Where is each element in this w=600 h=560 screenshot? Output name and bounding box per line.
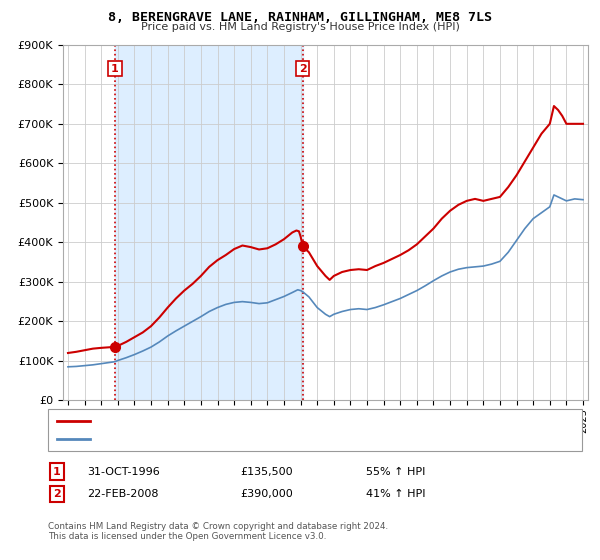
Text: £390,000: £390,000 xyxy=(240,489,293,499)
Text: Price paid vs. HM Land Registry's House Price Index (HPI): Price paid vs. HM Land Registry's House … xyxy=(140,22,460,32)
Text: 41% ↑ HPI: 41% ↑ HPI xyxy=(366,489,425,499)
Text: 55% ↑ HPI: 55% ↑ HPI xyxy=(366,466,425,477)
Bar xyxy=(115,45,303,400)
Text: 22-FEB-2008: 22-FEB-2008 xyxy=(87,489,158,499)
Text: 31-OCT-1996: 31-OCT-1996 xyxy=(87,466,160,477)
Text: 8, BERENGRAVE LANE, RAINHAM, GILLINGHAM, ME8 7LS: 8, BERENGRAVE LANE, RAINHAM, GILLINGHAM,… xyxy=(108,11,492,24)
Text: HPI: Average price, detached house, Medway: HPI: Average price, detached house, Medw… xyxy=(93,435,308,444)
Text: 2: 2 xyxy=(53,489,61,499)
Text: 1: 1 xyxy=(111,63,119,73)
Text: £135,500: £135,500 xyxy=(240,466,293,477)
Text: 2: 2 xyxy=(299,63,307,73)
Text: 8, BERENGRAVE LANE, RAINHAM, GILLINGHAM, ME8 7LS (detached house): 8, BERENGRAVE LANE, RAINHAM, GILLINGHAM,… xyxy=(93,416,445,425)
Text: 1: 1 xyxy=(53,466,61,477)
Text: Contains HM Land Registry data © Crown copyright and database right 2024.
This d: Contains HM Land Registry data © Crown c… xyxy=(48,522,388,542)
